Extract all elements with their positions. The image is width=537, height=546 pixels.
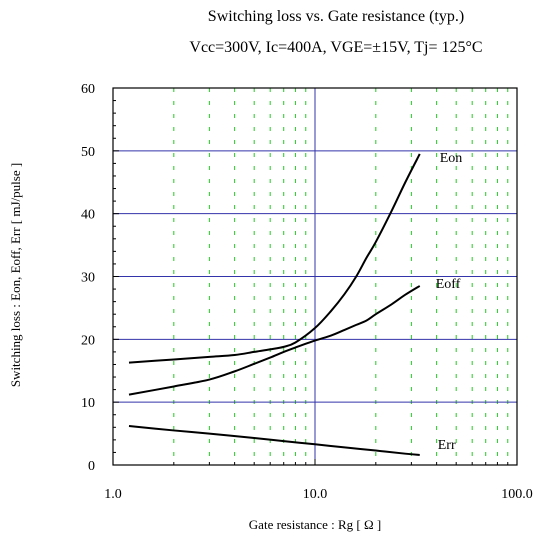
series-label-err: Err: [438, 438, 456, 453]
y-tick-label: 40: [81, 208, 95, 223]
x-tick-label: 100.0: [501, 487, 533, 502]
chart-subtitle: Vcc=300V, Ic=400A, VGE=±15V, Tj= 125°C: [189, 39, 482, 56]
y-tick-label: 10: [81, 396, 95, 411]
y-axis-label: Switching loss : Eon, Eoff, Err [ mJ/pul…: [8, 163, 23, 387]
series-line-eon: [128, 153, 421, 364]
series-labels: Eon Eoff Err: [436, 151, 463, 453]
series-line-err: [128, 425, 420, 456]
y-tick-label: 60: [81, 82, 95, 97]
chart-title: Switching loss vs. Gate resistance (typ.…: [208, 8, 464, 25]
grid: [113, 88, 517, 465]
y-tick-labels: 0 10 20 30 40 50 60: [81, 82, 95, 474]
x-tick-labels: 1.0 10.0 100.0: [104, 487, 533, 502]
series-line-eoff: [128, 285, 421, 396]
x-axis-label: Gate resistance : Rg [ Ω ]: [249, 517, 381, 532]
x-tick-label: 1.0: [104, 487, 122, 502]
axis-ticks: [112, 87, 509, 466]
x-tick-label: 10.0: [303, 487, 328, 502]
series-label-eoff: Eoff: [436, 277, 461, 292]
series-lines: [128, 153, 421, 456]
y-tick-label: 50: [81, 145, 95, 160]
y-tick-label: 20: [81, 333, 95, 348]
y-tick-label: 30: [81, 271, 95, 286]
y-tick-label: 0: [88, 459, 95, 474]
series-label-eon: Eon: [440, 151, 463, 166]
